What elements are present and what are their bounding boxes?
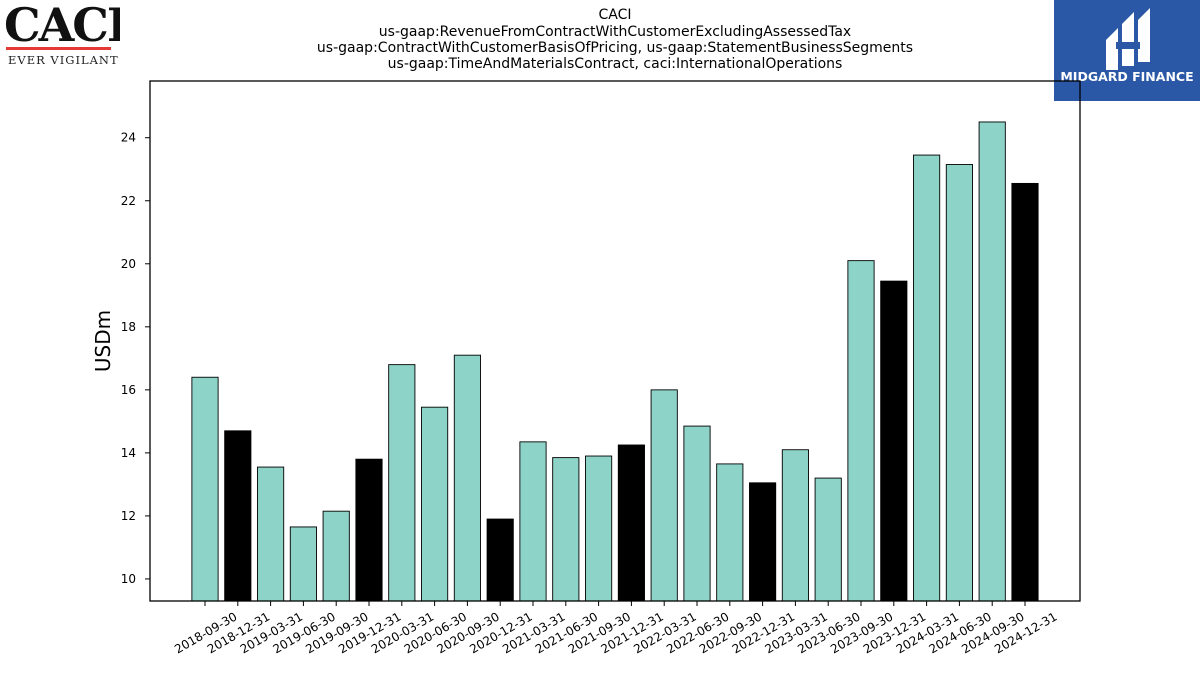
bar-2019-09-30 [322, 510, 350, 602]
chart-title-line-2: us-gaap:RevenueFromContractWithCustomerE… [378, 24, 852, 40]
caci-logo-wordmark: CACI [4, 0, 120, 52]
bar-2023-03-31 [781, 449, 809, 602]
bar-2022-12-31 [749, 482, 777, 602]
bar-2022-06-30 [683, 425, 711, 602]
bar-2022-03-31 [650, 389, 678, 602]
bar-2021-09-30 [585, 455, 613, 602]
bar-2024-03-31 [913, 154, 941, 602]
bar-2020-12-31 [486, 518, 514, 602]
bar-2023-12-31 [880, 280, 908, 602]
bar-2019-06-30 [289, 526, 317, 602]
y-tick-label: 20 [121, 257, 136, 271]
x-axis-ticks: 2018-09-302018-12-312019-03-312019-06-30… [172, 601, 1060, 656]
midgard-emblem-icon [1106, 8, 1150, 70]
bar-2019-12-31 [355, 458, 383, 602]
bar-2022-09-30 [716, 463, 744, 602]
y-tick-label: 22 [121, 194, 136, 208]
bar-2018-09-30 [191, 376, 219, 602]
bar-2024-06-30 [945, 164, 973, 602]
midgard-finance-logo: MIDGARD FINANCE [1054, 0, 1200, 101]
bar-2019-03-31 [257, 466, 285, 602]
midgard-logo-text: MIDGARD FINANCE [1060, 69, 1193, 84]
bar-2021-12-31 [617, 444, 645, 602]
y-tick-label: 14 [121, 446, 136, 460]
caci-logo-accent-line [6, 47, 111, 50]
bar-2020-09-30 [453, 354, 481, 602]
caci-logo-tagline: EVER VIGILANT [8, 53, 119, 67]
bar-2023-09-30 [847, 260, 875, 602]
plot-frame [149, 80, 1081, 602]
y-tick-label: 16 [121, 383, 136, 397]
bar-2024-09-30 [978, 121, 1006, 602]
bar-2023-06-30 [814, 477, 842, 602]
y-tick-label: 10 [121, 572, 136, 586]
bars-layer [191, 121, 1039, 602]
chart-title-line-4: us-gaap:TimeAndMaterialsContract, caci:I… [387, 56, 843, 72]
chart-title-line-1: CACI [598, 7, 632, 23]
caci-logo: CACI EVER VIGILANT [4, 0, 120, 67]
bar-2021-03-31 [519, 441, 547, 602]
bar-2020-06-30 [421, 406, 449, 602]
chart-title-line-3: us-gaap:ContractWithCustomerBasisOfPrici… [316, 40, 914, 56]
bar-2021-06-30 [552, 457, 580, 602]
bar-2020-03-31 [388, 364, 416, 602]
y-axis-label: USDm [91, 310, 115, 372]
y-tick-label: 24 [121, 131, 136, 145]
bar-2024-12-31 [1011, 182, 1039, 602]
y-tick-label: 18 [121, 320, 136, 334]
y-axis-ticks: 10 12 14 16 18 20 22 24 [121, 131, 150, 586]
y-tick-label: 12 [121, 509, 136, 523]
bar-2018-12-31 [224, 430, 252, 602]
